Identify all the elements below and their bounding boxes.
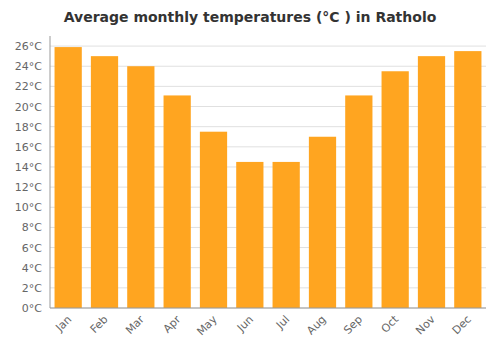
y-tick-label: 26°C bbox=[15, 40, 42, 53]
chart-svg: Average monthly temperatures (°C ) in Ra… bbox=[0, 0, 500, 350]
bar bbox=[55, 47, 82, 308]
x-tick-label: Mar bbox=[123, 313, 147, 337]
bar bbox=[454, 51, 481, 308]
y-tick-label: 18°C bbox=[15, 121, 42, 134]
grid-line bbox=[50, 46, 486, 47]
y-tick-label: 16°C bbox=[15, 141, 42, 154]
chart-container: Average monthly temperatures (°C ) in Ra… bbox=[0, 0, 500, 350]
y-tick-label: 0°C bbox=[22, 302, 42, 315]
y-tick-label: 22°C bbox=[15, 80, 42, 93]
y-grid bbox=[50, 46, 486, 308]
x-tick-label: Nov bbox=[413, 313, 438, 338]
y-tick-label: 10°C bbox=[15, 201, 42, 214]
page-body: {"chart_data": {"type": "bar", "title": … bbox=[0, 0, 500, 350]
y-tick-label: 6°C bbox=[22, 242, 42, 255]
page: Chart html, body { margin: 0; padding: 0… bbox=[0, 0, 500, 350]
bar bbox=[309, 137, 336, 308]
x-tick-label: Jun bbox=[234, 313, 256, 335]
x-tick-labels: Jan Feb Mar Apr May Jun Jul Aug Sep Oct Nov Dec bbox=[52, 312, 474, 338]
x-tick-label: Jan bbox=[52, 313, 74, 335]
grid-line bbox=[50, 308, 486, 309]
x-tick-label: Apr bbox=[161, 313, 184, 336]
x-tick-label: Aug bbox=[304, 313, 328, 337]
x-tick-label: Oct bbox=[379, 312, 402, 335]
x-tick-label: Dec bbox=[450, 313, 474, 337]
bar bbox=[345, 95, 372, 308]
x-tick-label: Sep bbox=[341, 313, 365, 337]
bar bbox=[382, 71, 409, 308]
y-axis-line bbox=[50, 36, 51, 308]
y-tick-label: 4°C bbox=[22, 262, 42, 275]
bar bbox=[127, 66, 154, 308]
x-tick-label: Jul bbox=[273, 313, 292, 332]
chart-title: Average monthly temperatures (°C ) in Ra… bbox=[64, 9, 437, 25]
bar bbox=[91, 56, 118, 308]
bars bbox=[55, 47, 482, 308]
y-tick-label: 12°C bbox=[15, 181, 42, 194]
bar bbox=[236, 162, 263, 308]
y-tick-label: 24°C bbox=[15, 60, 42, 73]
y-tick-label: 14°C bbox=[15, 161, 42, 174]
x-axis-line bbox=[50, 308, 486, 309]
bar bbox=[418, 56, 445, 308]
bar bbox=[164, 95, 191, 308]
y-tick-labels: 0°C 2°C 4°C 6°C 8°C 10°C 12°C 14°C 16°C 18°C 20°C 2… bbox=[15, 40, 42, 315]
x-tick-label: May bbox=[194, 313, 220, 339]
x-tick-label: Feb bbox=[88, 313, 111, 336]
y-tick-label: 8°C bbox=[22, 221, 42, 234]
y-tick-label: 20°C bbox=[15, 101, 42, 114]
y-tick-label: 2°C bbox=[22, 282, 42, 295]
bar bbox=[200, 132, 227, 308]
bar bbox=[273, 162, 300, 308]
